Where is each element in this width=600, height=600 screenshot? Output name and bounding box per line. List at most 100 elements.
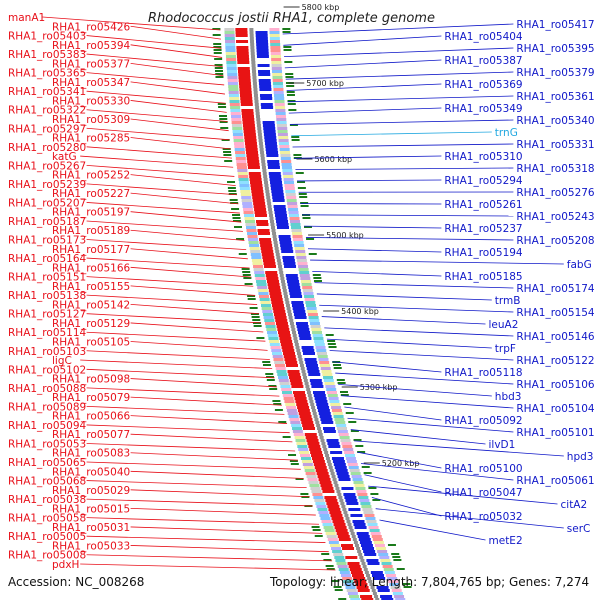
cog-band-right bbox=[281, 166, 292, 169]
genome-backbone bbox=[345, 517, 350, 520]
reverse-gene bbox=[280, 247, 293, 250]
cog-band-right bbox=[314, 340, 325, 343]
misc-feature bbox=[290, 463, 299, 465]
genome-backbone bbox=[270, 220, 274, 223]
misc-feature bbox=[355, 445, 364, 447]
genome-backbone bbox=[305, 385, 310, 388]
reverse-gene bbox=[312, 391, 325, 394]
right-leader-line bbox=[305, 237, 514, 241]
misc-feature bbox=[283, 46, 292, 48]
forward-gene bbox=[262, 259, 275, 262]
genome-backbone bbox=[262, 169, 267, 172]
cog-band-right bbox=[391, 589, 402, 592]
genome-backbone bbox=[269, 214, 274, 217]
genome-backbone bbox=[360, 559, 365, 562]
forward-gene bbox=[337, 535, 350, 538]
cog-band-left bbox=[242, 202, 253, 205]
forward-gene bbox=[349, 568, 362, 571]
genome-backbone bbox=[294, 343, 299, 346]
misc-feature bbox=[327, 340, 336, 342]
right-leader-line bbox=[360, 463, 514, 481]
forward-gene bbox=[246, 157, 259, 160]
cog-band-left bbox=[274, 364, 285, 367]
genome-backbone bbox=[271, 226, 276, 229]
genome-backbone bbox=[284, 298, 289, 301]
forward-gene bbox=[289, 379, 302, 382]
left-leader-line bbox=[130, 545, 329, 553]
genome-backbone bbox=[268, 208, 273, 211]
genome-backbone bbox=[267, 202, 272, 205]
misc-feature bbox=[215, 76, 224, 78]
cog-band-right bbox=[361, 505, 372, 508]
cog-band-left bbox=[274, 361, 285, 364]
cog-band-left bbox=[292, 427, 303, 430]
right-leader-line bbox=[286, 83, 442, 91]
misc-feature bbox=[391, 553, 400, 555]
misc-feature bbox=[285, 73, 294, 75]
genome-backbone bbox=[259, 145, 264, 148]
reverse-gene bbox=[281, 250, 294, 253]
cog-band-left bbox=[231, 118, 242, 121]
left-leader-line bbox=[130, 266, 252, 278]
forward-gene bbox=[354, 580, 367, 583]
genome-backbone bbox=[263, 175, 268, 178]
genome-backbone bbox=[311, 409, 316, 412]
misc-feature bbox=[288, 454, 297, 456]
misc-feature bbox=[293, 154, 302, 156]
misc-feature bbox=[297, 181, 306, 183]
forward-gene bbox=[237, 58, 250, 61]
reverse-gene bbox=[288, 289, 301, 292]
cog-band-right bbox=[277, 133, 288, 136]
forward-gene bbox=[254, 208, 267, 211]
genome-backbone bbox=[356, 547, 361, 550]
cog-band-left bbox=[233, 136, 244, 139]
cog-band-left bbox=[225, 46, 236, 49]
cog-band-left bbox=[325, 532, 336, 535]
right-leader-line bbox=[375, 508, 564, 529]
cog-band-right bbox=[322, 373, 333, 376]
cog-band-right bbox=[271, 64, 282, 67]
forward-gene bbox=[243, 130, 256, 133]
topology-text: Topology: linear; Length: 7,804,765 bp; … bbox=[269, 575, 589, 589]
misc-feature bbox=[238, 253, 247, 255]
forward-gene bbox=[310, 451, 323, 454]
cog-band-right bbox=[279, 148, 290, 151]
cog-band-right bbox=[333, 415, 344, 418]
cog-band-right bbox=[271, 67, 282, 70]
left-leader-line bbox=[86, 257, 250, 269]
reverse-gene bbox=[341, 487, 354, 490]
cog-band-right bbox=[300, 277, 311, 280]
cog-band-left bbox=[234, 145, 245, 148]
forward-gene bbox=[295, 400, 308, 403]
cog-band-left bbox=[267, 334, 278, 337]
cog-band-left bbox=[228, 88, 239, 91]
reverse-gene bbox=[335, 469, 348, 472]
reverse-gene bbox=[357, 535, 370, 538]
reverse-gene bbox=[304, 358, 317, 361]
genome-backbone bbox=[320, 439, 325, 442]
misc-feature bbox=[295, 478, 304, 480]
right-leader-line bbox=[364, 474, 442, 493]
genome-backbone bbox=[275, 253, 280, 256]
genome-backbone bbox=[342, 508, 347, 511]
cog-band-left bbox=[280, 385, 291, 388]
genome-backbone bbox=[278, 265, 283, 268]
forward-gene bbox=[236, 55, 249, 58]
cog-band-left bbox=[272, 355, 283, 358]
misc-feature bbox=[247, 295, 256, 297]
misc-feature bbox=[345, 412, 354, 414]
left-leader-line bbox=[86, 109, 228, 122]
genome-backbone bbox=[257, 133, 262, 136]
forward-gene bbox=[239, 94, 252, 97]
genome-backbone bbox=[290, 325, 295, 328]
cog-band-left bbox=[267, 331, 278, 334]
reverse-gene bbox=[266, 151, 279, 154]
misc-feature bbox=[233, 220, 241, 222]
reverse-gene bbox=[267, 163, 280, 166]
cog-band-right bbox=[273, 94, 284, 97]
cog-band-left bbox=[227, 82, 238, 85]
misc-feature bbox=[314, 535, 323, 537]
forward-gene bbox=[257, 229, 270, 232]
left-leader-line bbox=[86, 72, 225, 86]
cog-band-right bbox=[345, 454, 356, 457]
